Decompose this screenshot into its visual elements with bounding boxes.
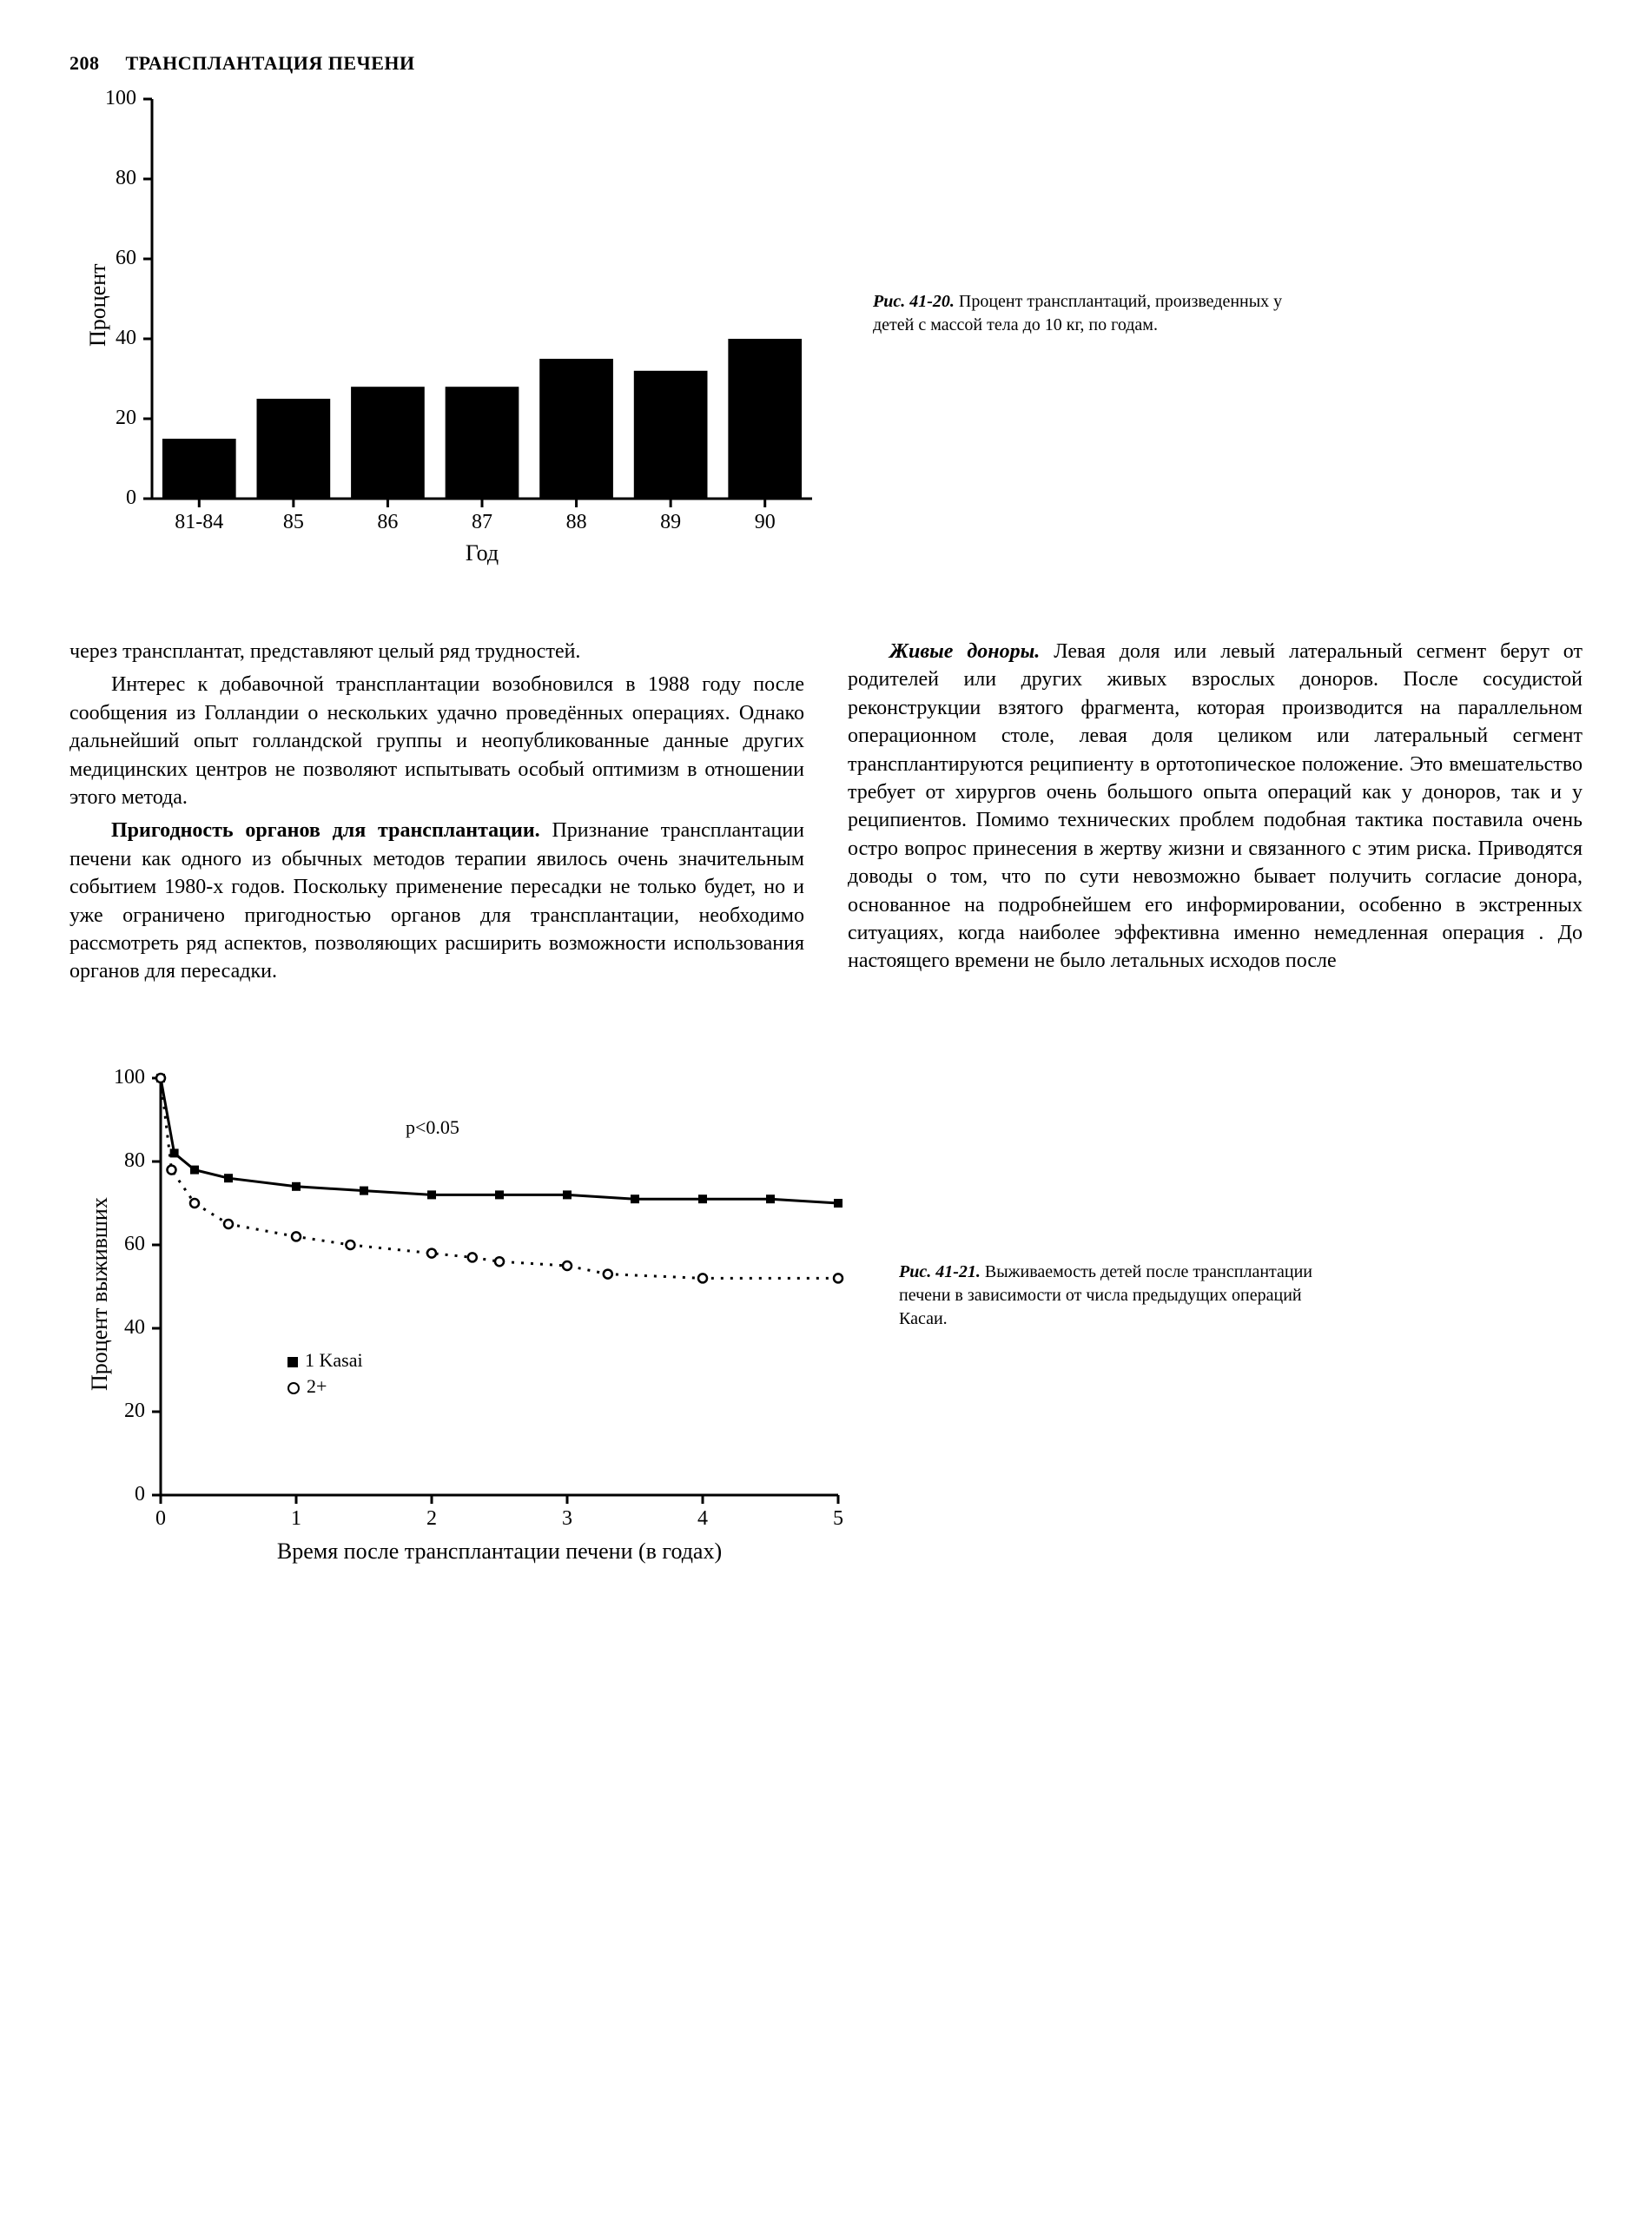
x-axis-label: Год [152,540,812,566]
marker-square-icon [766,1195,775,1203]
marker-circle-icon [834,1274,843,1282]
figure-41-20-caption: Рис. 41-20. Процент трансплантаций, прои… [873,290,1290,337]
ytick-label: 100 [69,87,136,110]
figure-41-21-label: Рис. 41-21. [899,1262,981,1281]
paragraph: Интерес к добавочной трансплантации возо… [69,671,804,811]
bar [634,371,708,499]
marker-circle-icon [224,1220,233,1228]
page-title: ТРАНСПЛАНТАЦИЯ ПЕЧЕНИ [126,52,415,74]
marker-circle-icon [156,1074,165,1082]
bar [162,439,236,499]
legend-label: 1 Kasai [305,1349,363,1371]
ytick-label: 80 [69,1149,145,1173]
legend-label: 2+ [307,1375,327,1397]
marker-circle-icon [346,1241,354,1249]
paragraph: Пригодность органов для трансплантации. … [69,817,804,985]
marker-circle-icon [292,1232,301,1241]
xtick-label: 0 [135,1507,187,1531]
marker-square-icon [287,1357,298,1367]
xtick-label: 89 [627,511,714,534]
y-axis-label: Процент выживших [87,1197,113,1391]
ytick-label: 20 [69,1400,145,1423]
marker-square-icon [224,1174,233,1182]
xtick-label: 5 [812,1507,864,1531]
marker-circle-icon [427,1248,436,1257]
legend-item: 2+ [287,1375,363,1398]
marker-square-icon [698,1195,707,1203]
page-number: 208 [69,52,100,74]
marker-circle-icon [190,1199,199,1208]
figure-41-21-chart: 020406080100012345p<0.051 Kasai2+Процент… [69,1069,847,1573]
page-header: 208 ТРАНСПЛАНТАЦИЯ ПЕЧЕНИ [69,52,1583,75]
marker-circle-icon [495,1257,504,1266]
marker-square-icon [427,1190,436,1199]
ytick-label: 0 [69,486,136,510]
marker-square-icon [190,1165,199,1174]
y-axis-label: Процент [85,264,111,347]
series-line [161,1078,838,1278]
ytick-label: 80 [69,167,136,190]
marker-circle-icon [468,1253,477,1261]
bar [539,359,613,499]
bar [446,387,519,499]
xtick-label: 85 [250,511,337,534]
marker-square-icon [631,1195,639,1203]
marker-circle-icon [563,1261,572,1270]
xtick-label: 4 [677,1507,729,1531]
marker-square-icon [495,1190,504,1199]
legend-item: 1 Kasai [287,1349,363,1372]
marker-square-icon [360,1186,368,1195]
marker-square-icon [834,1199,843,1208]
x-axis-label: Время после трансплантации печени (в год… [161,1539,838,1565]
legend: 1 Kasai 2+ [287,1349,363,1398]
marker-circle-icon [167,1165,175,1174]
bar [351,387,425,499]
series-line [161,1078,838,1203]
xtick-label: 88 [533,511,620,534]
marker-circle-icon [698,1274,707,1282]
ytick-label: 20 [69,407,136,430]
left-column: через трансплантат, представляют целый р… [69,638,804,991]
body-text: через трансплантат, представляют целый р… [69,638,1583,991]
bar [257,399,331,499]
xtick-label: 3 [541,1507,593,1531]
xtick-label: 1 [270,1507,322,1531]
xtick-label: 87 [439,511,525,534]
bar [728,339,802,499]
xtick-label: 2 [406,1507,458,1531]
p-value-text: p<0.05 [406,1116,459,1139]
ytick-label: 100 [69,1066,145,1089]
right-column: Живые доноры. Левая доля или левый латер… [848,638,1583,991]
xtick-label: 86 [344,511,431,534]
figure-41-21-caption: Рис. 41-21. Выживаемость детей после тра… [899,1261,1316,1331]
xtick-label: 81-84 [155,511,242,534]
marker-square-icon [563,1190,572,1199]
paragraph: Живые доноры. Левая доля или левый латер… [848,638,1583,976]
figure-41-20-chart: 02040608010081-84858687888990ПроцентГод [69,90,821,568]
figure-41-20-label: Рис. 41-20. [873,292,955,311]
paragraph: через трансплантат, представляют целый р… [69,638,804,665]
marker-square-icon [292,1181,301,1190]
marker-circle-icon [287,1382,300,1394]
xtick-label: 90 [722,511,809,534]
ytick-label: 0 [69,1483,145,1506]
marker-circle-icon [604,1269,612,1278]
